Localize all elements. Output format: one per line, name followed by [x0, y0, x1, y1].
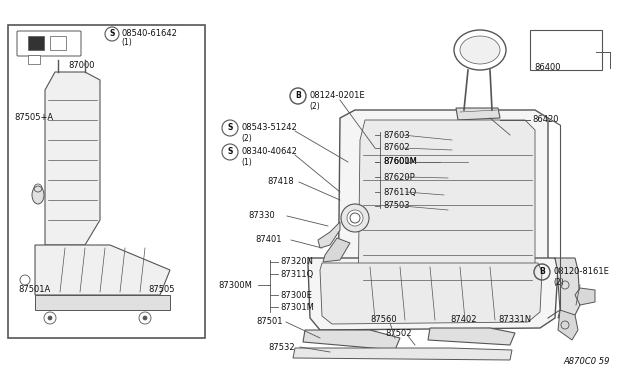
FancyBboxPatch shape: [17, 31, 81, 56]
Ellipse shape: [32, 186, 44, 204]
Polygon shape: [303, 330, 400, 350]
Text: 08124-0201E: 08124-0201E: [309, 92, 365, 100]
Text: 87505+A: 87505+A: [14, 113, 53, 122]
Bar: [50, 36, 66, 50]
Text: (2): (2): [309, 103, 320, 112]
Text: 87418: 87418: [267, 177, 294, 186]
Text: 87402: 87402: [450, 315, 477, 324]
Ellipse shape: [460, 36, 500, 64]
Text: (1): (1): [121, 38, 132, 48]
Polygon shape: [320, 263, 542, 324]
Text: A870C0 59: A870C0 59: [563, 357, 610, 366]
Text: 87502: 87502: [385, 330, 412, 339]
Text: 87320N: 87320N: [280, 257, 313, 266]
Polygon shape: [575, 288, 595, 305]
Circle shape: [48, 316, 52, 320]
Text: 86400: 86400: [534, 64, 561, 73]
Polygon shape: [555, 258, 580, 318]
Ellipse shape: [454, 30, 506, 70]
Text: 87600M: 87600M: [383, 157, 417, 167]
Text: 87311Q: 87311Q: [280, 269, 313, 279]
Text: 87301M: 87301M: [280, 302, 314, 311]
Polygon shape: [45, 72, 100, 245]
Polygon shape: [293, 348, 512, 360]
Text: 87503: 87503: [383, 202, 410, 211]
Text: 87611Q: 87611Q: [383, 187, 416, 196]
Polygon shape: [456, 108, 500, 120]
Text: 87300M: 87300M: [218, 280, 252, 289]
Text: S: S: [227, 148, 233, 157]
Bar: [530, 30, 602, 70]
Polygon shape: [338, 110, 548, 330]
Ellipse shape: [341, 204, 369, 232]
Text: 87331N: 87331N: [498, 315, 531, 324]
Text: 87603: 87603: [383, 131, 410, 140]
Text: 08543-51242: 08543-51242: [241, 124, 297, 132]
Bar: [28, 36, 44, 50]
Circle shape: [143, 316, 147, 320]
Text: 87560: 87560: [370, 315, 397, 324]
Text: S: S: [109, 29, 115, 38]
Text: S: S: [227, 124, 233, 132]
Polygon shape: [358, 120, 535, 315]
Text: 87000: 87000: [68, 61, 95, 70]
Polygon shape: [18, 32, 80, 55]
Text: 87501A: 87501A: [18, 285, 51, 295]
Text: 87401: 87401: [255, 235, 282, 244]
Text: 08340-40642: 08340-40642: [241, 148, 297, 157]
Text: 87532: 87532: [268, 343, 294, 352]
Text: (2): (2): [553, 279, 564, 288]
Polygon shape: [35, 295, 170, 310]
Text: 87620P: 87620P: [383, 173, 415, 182]
Polygon shape: [308, 258, 558, 330]
Bar: [8, 25, 205, 338]
Text: 87300E: 87300E: [280, 291, 312, 299]
Bar: [28, 55, 40, 64]
Polygon shape: [428, 328, 515, 345]
Text: 87601M: 87601M: [383, 157, 417, 167]
Text: B: B: [295, 92, 301, 100]
Text: (1): (1): [241, 158, 252, 167]
Text: 87602: 87602: [383, 144, 410, 153]
Text: 86420: 86420: [532, 115, 559, 125]
Polygon shape: [318, 222, 340, 248]
Text: 87505: 87505: [148, 285, 175, 295]
Text: 87501: 87501: [256, 317, 282, 327]
Text: 08120-8161E: 08120-8161E: [553, 267, 609, 276]
Polygon shape: [558, 310, 578, 340]
Text: 08540-61642: 08540-61642: [121, 29, 177, 38]
Polygon shape: [323, 238, 350, 262]
Ellipse shape: [347, 210, 363, 226]
Text: B: B: [539, 267, 545, 276]
Text: (2): (2): [241, 135, 252, 144]
Polygon shape: [35, 245, 170, 295]
Text: 87330: 87330: [248, 212, 275, 221]
